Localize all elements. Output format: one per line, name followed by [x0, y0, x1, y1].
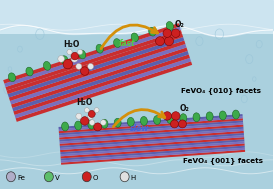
Ellipse shape — [120, 172, 129, 182]
Ellipse shape — [75, 121, 82, 130]
Polygon shape — [61, 148, 245, 163]
Ellipse shape — [67, 49, 72, 55]
Bar — [0, 0, 273, 34]
Ellipse shape — [71, 52, 79, 60]
Polygon shape — [59, 125, 243, 139]
Ellipse shape — [77, 49, 83, 55]
Ellipse shape — [232, 110, 239, 119]
Ellipse shape — [88, 120, 95, 129]
Ellipse shape — [26, 67, 33, 76]
Ellipse shape — [71, 56, 78, 62]
Ellipse shape — [61, 56, 68, 65]
Polygon shape — [15, 58, 191, 118]
Text: O: O — [93, 175, 98, 181]
Ellipse shape — [164, 37, 173, 46]
Polygon shape — [3, 23, 180, 84]
Polygon shape — [59, 120, 243, 135]
Ellipse shape — [82, 172, 91, 182]
Ellipse shape — [163, 29, 172, 37]
Ellipse shape — [153, 116, 161, 125]
Polygon shape — [13, 54, 190, 115]
Ellipse shape — [76, 113, 82, 119]
Polygon shape — [8, 37, 184, 98]
Polygon shape — [60, 133, 244, 148]
Polygon shape — [59, 129, 244, 144]
Text: H₂O: H₂O — [76, 98, 93, 107]
Polygon shape — [61, 143, 245, 158]
Ellipse shape — [141, 116, 147, 125]
Ellipse shape — [172, 29, 180, 37]
Polygon shape — [60, 137, 244, 152]
Ellipse shape — [178, 120, 186, 128]
Polygon shape — [59, 114, 243, 129]
Ellipse shape — [170, 120, 178, 128]
Ellipse shape — [114, 39, 121, 47]
Ellipse shape — [94, 108, 99, 112]
Polygon shape — [11, 47, 188, 108]
Ellipse shape — [193, 113, 200, 122]
Polygon shape — [59, 122, 243, 137]
Ellipse shape — [89, 120, 95, 125]
Polygon shape — [12, 51, 189, 111]
Ellipse shape — [149, 27, 156, 36]
Ellipse shape — [156, 37, 164, 46]
Polygon shape — [5, 30, 182, 91]
Ellipse shape — [7, 172, 15, 182]
Ellipse shape — [94, 123, 102, 131]
Ellipse shape — [101, 119, 108, 128]
Polygon shape — [60, 135, 244, 150]
Text: slow: slow — [130, 124, 149, 133]
Polygon shape — [4, 27, 181, 87]
Text: O₂: O₂ — [179, 104, 189, 113]
Ellipse shape — [163, 112, 172, 120]
Polygon shape — [60, 131, 244, 146]
Ellipse shape — [172, 112, 180, 120]
Polygon shape — [60, 139, 244, 154]
Ellipse shape — [62, 122, 68, 131]
Ellipse shape — [219, 111, 226, 120]
Text: FeVO₄ {001} facets: FeVO₄ {001} facets — [183, 157, 263, 164]
Ellipse shape — [88, 64, 94, 69]
Ellipse shape — [167, 115, 174, 124]
Polygon shape — [9, 40, 185, 101]
Ellipse shape — [131, 33, 138, 42]
Ellipse shape — [166, 22, 173, 30]
Ellipse shape — [81, 67, 89, 75]
Polygon shape — [59, 118, 243, 133]
Ellipse shape — [96, 44, 103, 53]
Ellipse shape — [101, 120, 106, 125]
Polygon shape — [7, 34, 183, 94]
Polygon shape — [61, 150, 245, 165]
Text: fast: fast — [118, 39, 135, 48]
Ellipse shape — [44, 172, 53, 182]
Text: V: V — [55, 175, 59, 181]
Polygon shape — [61, 146, 245, 160]
Ellipse shape — [58, 56, 64, 62]
Ellipse shape — [8, 73, 16, 82]
Ellipse shape — [114, 118, 121, 127]
Ellipse shape — [44, 61, 51, 70]
Text: FeVO₄ {010} facets: FeVO₄ {010} facets — [181, 88, 261, 94]
Ellipse shape — [180, 114, 187, 123]
Polygon shape — [10, 44, 187, 105]
Ellipse shape — [76, 64, 82, 69]
Text: O₂: O₂ — [175, 20, 184, 29]
Ellipse shape — [79, 50, 86, 59]
Polygon shape — [60, 141, 245, 156]
Text: H: H — [131, 175, 136, 181]
Ellipse shape — [84, 108, 89, 112]
Text: Fe: Fe — [17, 175, 25, 181]
Polygon shape — [59, 116, 243, 131]
Ellipse shape — [81, 117, 89, 125]
Ellipse shape — [206, 112, 213, 121]
Ellipse shape — [127, 117, 134, 126]
Text: H₂O: H₂O — [64, 40, 80, 49]
Polygon shape — [59, 127, 244, 142]
Ellipse shape — [88, 110, 95, 117]
Ellipse shape — [63, 59, 73, 69]
Ellipse shape — [88, 113, 94, 119]
Polygon shape — [16, 61, 192, 122]
